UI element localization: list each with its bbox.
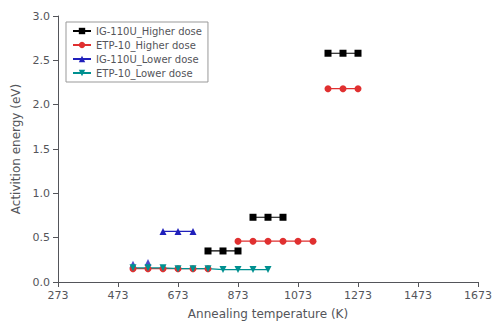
svg-text:2.0: 2.0 [33,98,51,111]
svg-text:473: 473 [108,289,129,302]
svg-text:1073: 1073 [284,289,312,302]
svg-text:0.0: 0.0 [33,276,51,289]
svg-text:Activition energy (eV): Activition energy (eV) [9,84,23,214]
svg-text:3.0: 3.0 [33,10,51,23]
svg-text:873: 873 [228,289,249,302]
svg-text:673: 673 [168,289,189,302]
svg-text:1.0: 1.0 [33,187,51,200]
svg-text:1.5: 1.5 [33,143,51,156]
svg-text:273: 273 [48,289,69,302]
svg-text:IG-110U_Lower dose: IG-110U_Lower dose [96,54,199,66]
svg-text:0.5: 0.5 [33,231,51,244]
svg-text:ETP-10_Lower dose: ETP-10_Lower dose [96,68,193,80]
svg-text:1273: 1273 [344,289,372,302]
svg-text:1473: 1473 [404,289,432,302]
svg-text:2.5: 2.5 [33,54,51,67]
svg-text:1673: 1673 [464,289,492,302]
svg-text:IG-110U_Higher dose: IG-110U_Higher dose [96,26,202,38]
svg-text:Annealing temperature (K): Annealing temperature (K) [188,307,348,321]
svg-text:ETP-10_Higher dose: ETP-10_Higher dose [96,40,196,52]
